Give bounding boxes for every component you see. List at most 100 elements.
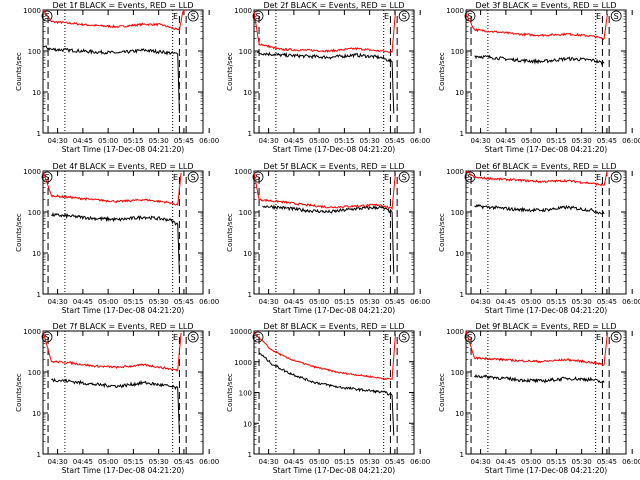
marker-circle bbox=[398, 10, 410, 22]
events-series-line bbox=[42, 45, 180, 114]
x-tick-label: 05:30 bbox=[572, 458, 592, 466]
x-tick-label: 05:15 bbox=[334, 458, 354, 466]
x-tick-label: 05:00 bbox=[98, 137, 118, 145]
x-tick-label: 06:00 bbox=[622, 298, 640, 306]
x-tick-label: 05:45 bbox=[174, 458, 194, 466]
marker-annotation: S bbox=[467, 173, 472, 182]
x-tick-label: 05:45 bbox=[597, 298, 617, 306]
y-axis-label: Counts/sec bbox=[15, 373, 23, 412]
plot-frame bbox=[42, 9, 204, 134]
x-tick-label: 04:45 bbox=[496, 137, 516, 145]
y-tick-label: 1 bbox=[460, 130, 464, 138]
marker-circle bbox=[252, 331, 264, 343]
x-tick-label: 06:00 bbox=[622, 458, 640, 466]
marker-circle bbox=[187, 171, 199, 183]
y-axis-label: Counts/sec bbox=[226, 373, 234, 412]
y-tick-label: 10 bbox=[243, 250, 252, 258]
y-tick-label: 100 bbox=[239, 48, 252, 56]
marker-annotation: E bbox=[384, 12, 389, 21]
lld-series-line bbox=[465, 170, 608, 187]
marker-circle bbox=[252, 10, 264, 22]
y-tick-label: 100 bbox=[28, 209, 41, 217]
panel-title: Det 4f BLACK = Events, RED = LLD bbox=[52, 162, 193, 171]
y-axis-label: Counts/sec bbox=[226, 213, 234, 252]
x-tick-label: 04:30 bbox=[48, 137, 68, 145]
x-tick-label: 05:00 bbox=[98, 298, 118, 306]
panel-det-6: Det 6f BLACK = Events, RED = LLD 1 10 100 10… bbox=[438, 162, 640, 315]
x-tick-label: 06:00 bbox=[199, 137, 219, 145]
panel-det-4: Det 4f BLACK = Events, RED = LLD 1 10 100 10… bbox=[15, 162, 219, 315]
y-axis-label: Counts/sec bbox=[438, 213, 446, 252]
lld-series-line bbox=[253, 11, 396, 54]
y-tick-label: 10 bbox=[32, 250, 41, 258]
panel-det-2: Det 2f BLACK = Events, RED = LLD 1 10 100 10… bbox=[226, 1, 430, 154]
x-tick-label: 06:00 bbox=[410, 137, 430, 145]
panel-det-3: Det 3f BLACK = Events, RED = LLD 1 10 100 10… bbox=[438, 1, 640, 154]
x-tick-label: 04:30 bbox=[48, 298, 68, 306]
plot-frame bbox=[42, 170, 204, 295]
marker-annotation: S bbox=[44, 12, 49, 21]
marker-circle bbox=[398, 171, 410, 183]
y-tick-label: 1000 bbox=[446, 328, 464, 336]
y-tick-label: 10 bbox=[455, 89, 464, 97]
x-axis-label: Start Time (17-Dec-08 04:21:20) bbox=[273, 466, 395, 475]
marker-circle bbox=[187, 331, 199, 343]
x-tick-label: 04:30 bbox=[471, 458, 491, 466]
marker-annotation: S bbox=[402, 173, 407, 182]
marker-circle bbox=[41, 331, 53, 343]
plot-frame bbox=[253, 170, 415, 295]
plot-frame bbox=[465, 9, 627, 134]
y-tick-label: 100 bbox=[28, 369, 41, 377]
panel-title: Det 3f BLACK = Events, RED = LLD bbox=[475, 1, 616, 10]
x-tick-label: 05:30 bbox=[360, 298, 380, 306]
x-tick-label: 06:00 bbox=[199, 298, 219, 306]
x-tick-label: 05:45 bbox=[174, 137, 194, 145]
x-tick-label: 05:00 bbox=[98, 458, 118, 466]
y-tick-label: 1000 bbox=[234, 168, 252, 176]
x-tick-label: 04:45 bbox=[496, 298, 516, 306]
marker-annotation: S bbox=[614, 173, 619, 182]
y-tick-label: 1000 bbox=[23, 328, 41, 336]
x-tick-label: 06:00 bbox=[410, 458, 430, 466]
y-tick-label: 1000 bbox=[446, 168, 464, 176]
marker-annotation: E bbox=[173, 12, 178, 21]
x-axis-label: Start Time (17-Dec-08 04:21:20) bbox=[485, 466, 607, 475]
plot-frame bbox=[42, 330, 204, 455]
y-tick-label: 1000 bbox=[23, 7, 41, 15]
events-series-line bbox=[256, 50, 395, 114]
events-series-line bbox=[474, 203, 605, 215]
x-tick-label: 05:30 bbox=[572, 137, 592, 145]
x-tick-label: 04:45 bbox=[284, 458, 304, 466]
y-tick-label: 10 bbox=[243, 420, 252, 428]
y-tick-label: 1 bbox=[248, 291, 252, 299]
marker-annotation: S bbox=[467, 12, 472, 21]
x-axis-label: Start Time (17-Dec-08 04:21:20) bbox=[62, 466, 184, 475]
marker-annotation: E bbox=[173, 333, 178, 342]
y-tick-label: 1 bbox=[248, 451, 252, 459]
panel-title: Det 8f BLACK = Events, RED = LLD bbox=[263, 322, 404, 331]
x-tick-label: 05:45 bbox=[385, 458, 405, 466]
marker-circle bbox=[610, 10, 622, 22]
panel-det-9: Det 9f BLACK = Events, RED = LLD 1 10 100 10… bbox=[438, 322, 640, 475]
x-axis-label: Start Time (17-Dec-08 04:21:20) bbox=[485, 306, 607, 315]
x-tick-label: 05:30 bbox=[149, 137, 169, 145]
x-tick-label: 04:30 bbox=[259, 137, 279, 145]
y-tick-label: 1 bbox=[460, 291, 464, 299]
marker-annotation: S bbox=[402, 12, 407, 21]
events-series-line bbox=[474, 54, 605, 66]
x-tick-label: 06:00 bbox=[622, 137, 640, 145]
events-series-line bbox=[262, 204, 395, 275]
x-tick-label: 05:45 bbox=[385, 298, 405, 306]
y-tick-label: 10 bbox=[32, 410, 41, 418]
y-axis-label: Counts/sec bbox=[438, 52, 446, 91]
x-tick-label: 04:45 bbox=[284, 298, 304, 306]
marker-annotation: S bbox=[255, 12, 260, 21]
x-axis-label: Start Time (17-Dec-08 04:21:20) bbox=[62, 306, 184, 315]
panel-det-1: Det 1f BLACK = Events, RED = LLD 1 10 100 10… bbox=[15, 1, 219, 154]
y-tick-label: 1 bbox=[248, 130, 252, 138]
y-tick-label: 1 bbox=[37, 451, 41, 459]
marker-annotation: S bbox=[191, 333, 196, 342]
x-axis-label: Start Time (17-Dec-08 04:21:20) bbox=[273, 306, 395, 315]
y-axis-label: Counts/sec bbox=[15, 213, 23, 252]
x-tick-label: 05:30 bbox=[149, 458, 169, 466]
